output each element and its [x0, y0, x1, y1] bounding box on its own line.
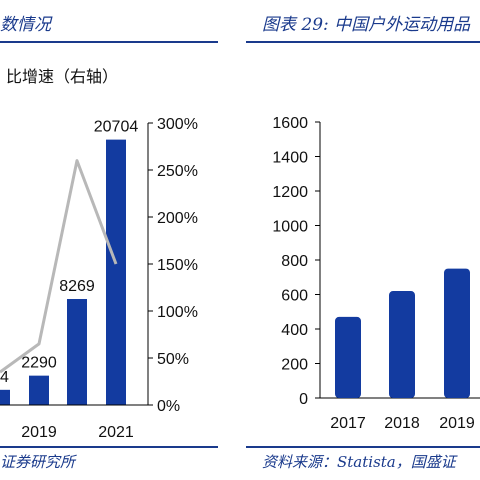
left-y2-tick-label: 300%: [157, 116, 198, 133]
right-bars-group: [335, 268, 470, 398]
left-y2-tick-label: 0%: [157, 398, 180, 415]
left-source-text: 证券研究所: [0, 453, 77, 471]
right-panel-title: 图表 29: 中国户外运动用品: [262, 15, 471, 35]
left-panel-title: 数情况: [0, 15, 53, 35]
left-bar: [29, 375, 49, 405]
left-y2-tick-label: 200%: [157, 210, 198, 227]
left-bar: [106, 139, 126, 405]
left-bar: [67, 299, 87, 405]
right-y-tick-label: 1600: [272, 115, 308, 132]
left-y2-tick-label: 250%: [157, 163, 198, 180]
right-x-tick-label: 2018: [384, 415, 420, 432]
right-y-tick-label: 800: [281, 253, 308, 270]
right-x-tick-label: 2019: [439, 415, 475, 432]
right-y-tick-label: 200: [281, 357, 308, 374]
left-growth-line: [0, 159, 118, 374]
left-bar-data-label: 84: [0, 369, 9, 386]
right-bar: [335, 316, 361, 398]
right-y-tick-label: 1200: [272, 184, 308, 201]
right-bar: [389, 291, 415, 398]
left-right-axis: 0% 50% 100% 150% 200% 250% 300%: [0, 116, 198, 415]
left-bar-data-label: 8269: [59, 278, 95, 295]
right-y-tick-label: 1400: [272, 150, 308, 167]
left-y2-tick-label: 150%: [157, 257, 198, 274]
right-source-text: 资料来源：Statista，国盛证: [262, 453, 458, 471]
left-x-tick-label: 2021: [98, 424, 134, 441]
left-y2-tick-label: 100%: [157, 304, 198, 321]
left-bars-group: [0, 139, 126, 405]
left-bar-data-label: 20704: [94, 119, 139, 136]
right-y-tick-label: 400: [281, 322, 308, 339]
right-x-tick-label: 2017: [330, 415, 366, 432]
right-y-tick-label: 0: [299, 391, 308, 408]
left-x-axis-ticks: 2019 2021: [21, 424, 134, 441]
left-x-tick-label: 2019: [21, 424, 57, 441]
right-y-tick-label: 1000: [272, 219, 308, 236]
legend-label: 比增速（右轴）: [6, 67, 118, 86]
right-bar: [444, 268, 470, 398]
left-bar: [0, 389, 10, 405]
left-bar-data-label: 2290: [21, 355, 57, 372]
left-data-labels: 84 2290 8269 20704: [0, 119, 138, 386]
right-x-axis-ticks: 2017 2018 2019: [330, 415, 475, 432]
left-line-group: [0, 159, 118, 374]
left-y2-tick-label: 50%: [157, 351, 189, 368]
right-y-tick-label: 600: [281, 288, 308, 305]
